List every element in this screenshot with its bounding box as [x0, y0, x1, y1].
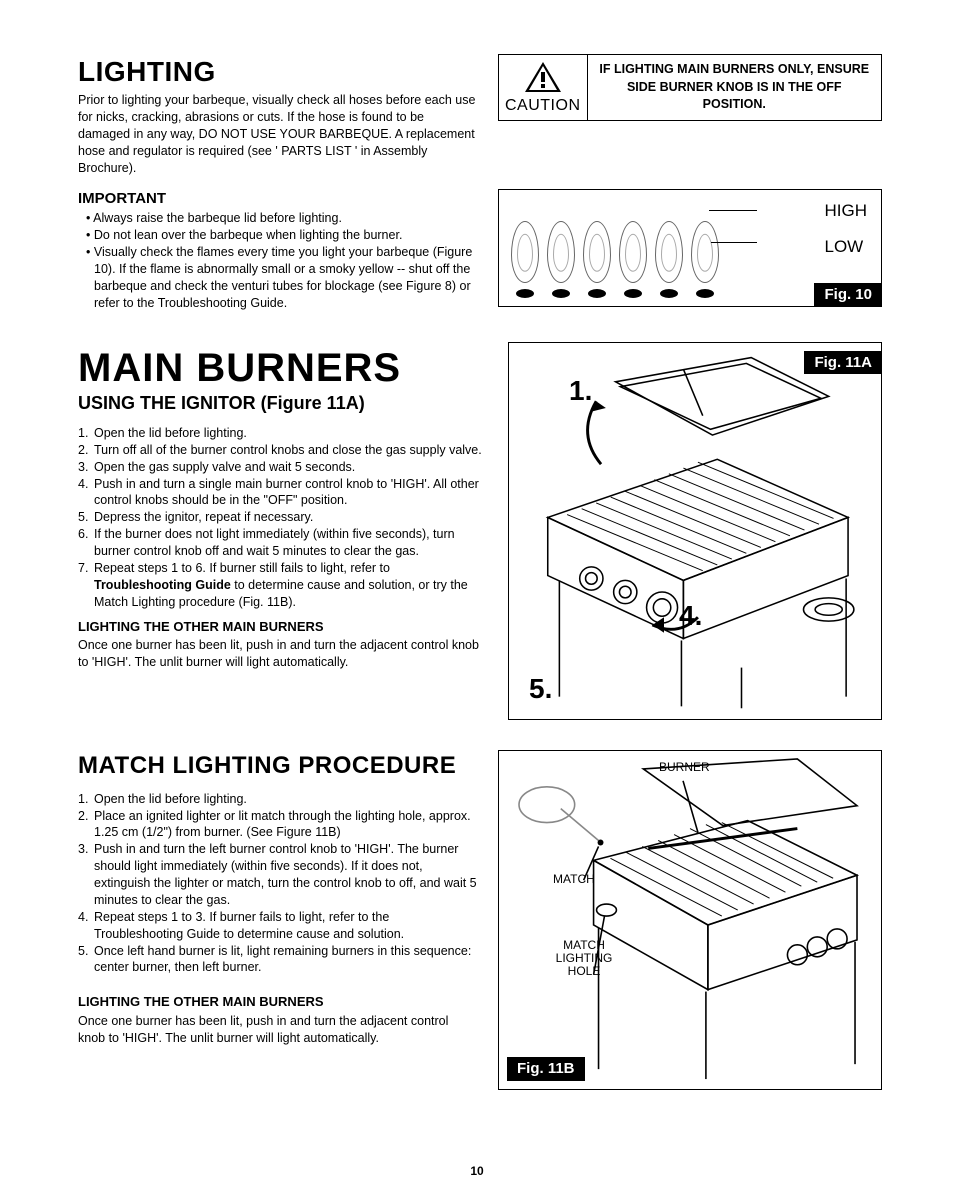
main-burners-subheading: USING THE IGNITOR (Figure 11A) — [78, 392, 488, 415]
label-low: LOW — [825, 236, 868, 258]
lighting-intro: Prior to lighting your barbeque, visuall… — [78, 92, 478, 176]
mb-other-heading: LIGHTING THE OTHER MAIN BURNERS — [78, 619, 488, 636]
fig10-label: Fig. 10 — [814, 283, 882, 307]
caution-label: CAUTION — [505, 96, 581, 117]
callout-1: 1. — [569, 373, 592, 409]
lighting-heading: LIGHTING — [78, 54, 478, 90]
mb-step: Open the lid before lighting. — [94, 425, 488, 442]
match-step: Place an ignited lighter or lit match th… — [94, 808, 478, 842]
label-high: HIGH — [825, 200, 868, 222]
grill-illustration-11a — [509, 343, 881, 719]
mb-other-text: Once one burner has been lit, push in an… — [78, 637, 488, 671]
page-number: 10 — [0, 1164, 954, 1180]
match-step: Repeat steps 1 to 3. If burner fails to … — [94, 909, 478, 943]
label-match: MATCH — [553, 873, 595, 886]
figure-10: HIGH LOW Fig. 10 — [498, 189, 882, 307]
caution-icon-cell: CAUTION — [499, 55, 588, 120]
caution-box: CAUTION IF LIGHTING MAIN BURNERS ONLY, E… — [498, 54, 882, 121]
match-heading: MATCH LIGHTING PROCEDURE — [78, 750, 478, 781]
important-list: Always raise the barbeque lid before lig… — [78, 210, 478, 311]
flame-labels: HIGH LOW — [825, 200, 868, 272]
match-step: Once left hand burner is lit, light rema… — [94, 943, 478, 977]
label-burner: BURNER — [659, 761, 710, 774]
fig11b-label: Fig. 11B — [507, 1057, 585, 1081]
important-item: Always raise the barbeque lid before lig… — [86, 210, 478, 227]
caution-text: IF LIGHTING MAIN BURNERS ONLY, ENSURE SI… — [588, 55, 882, 120]
important-item: Do not lean over the barbeque when light… — [86, 227, 478, 244]
callout-4: 4. — [679, 598, 702, 634]
mb-step-7: Repeat steps 1 to 6. If burner still fai… — [94, 560, 488, 611]
match-other-heading: LIGHTING THE OTHER MAIN BURNERS — [78, 994, 478, 1011]
mb-step: Push in and turn a single main burner co… — [94, 476, 488, 510]
match-step: Open the lid before lighting. — [94, 791, 478, 808]
main-burners-steps: 1.Open the lid before lighting. 2.Turn o… — [78, 425, 488, 611]
match-step: Push in and turn the left burner control… — [94, 841, 478, 909]
figure-11b: Fig. 11B — [498, 750, 882, 1090]
mb-step: Depress the ignitor, repeat if necessary… — [94, 509, 488, 526]
important-item: Visually check the flames every time you… — [86, 244, 478, 312]
mb-step: If the burner does not light immediately… — [94, 526, 488, 560]
flames-row — [511, 221, 719, 298]
warning-icon — [523, 60, 563, 94]
mb-step: Open the gas supply valve and wait 5 sec… — [94, 459, 488, 476]
match-other-text: Once one burner has been lit, push in an… — [78, 1013, 478, 1047]
match-steps: 1.Open the lid before lighting. 2.Place … — [78, 791, 478, 977]
mb-step: Turn off all of the burner control knobs… — [94, 442, 488, 459]
grill-illustration-11b — [499, 751, 881, 1089]
figure-11a: Fig. 11A — [508, 342, 882, 720]
main-burners-heading: MAIN BURNERS — [78, 342, 488, 394]
label-match-hole: MATCH LIGHTING HOLE — [549, 939, 619, 979]
callout-5: 5. — [529, 671, 552, 707]
important-heading: IMPORTANT — [78, 189, 478, 209]
